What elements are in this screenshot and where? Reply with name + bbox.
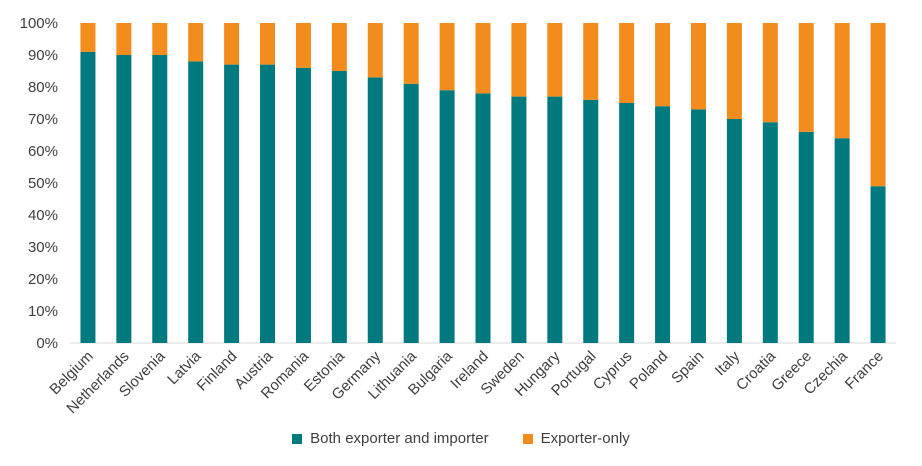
bar-both-exporter-importer xyxy=(116,55,132,343)
bar-exporter-only xyxy=(439,23,455,91)
bar-exporter-only xyxy=(619,23,635,103)
y-tick-label: 40% xyxy=(28,207,58,224)
bar-both-exporter-importer xyxy=(152,55,168,343)
y-tick-label: 10% xyxy=(28,303,58,320)
bar-exporter-only xyxy=(834,23,850,139)
bar-exporter-only xyxy=(583,23,599,100)
bar-both-exporter-importer xyxy=(834,138,850,343)
legend-label-exporter-only: Exporter-only xyxy=(540,430,630,447)
bar-exporter-only xyxy=(870,23,886,187)
y-tick-label: 100% xyxy=(20,15,58,32)
bar-both-exporter-importer xyxy=(547,96,563,343)
bar-exporter-only xyxy=(798,23,814,132)
bar-both-exporter-importer xyxy=(260,64,276,343)
y-tick-label: 20% xyxy=(28,271,58,288)
x-tick-label: Cyprus xyxy=(590,348,636,394)
bar-both-exporter-importer xyxy=(690,109,706,344)
bar-exporter-only xyxy=(152,23,168,55)
y-tick-label: 50% xyxy=(28,175,58,192)
bar-both-exporter-importer xyxy=(188,61,204,344)
legend: Both exporter and importer Exporter-only xyxy=(0,430,922,447)
bar-both-exporter-importer xyxy=(331,71,347,343)
y-tick-label: 90% xyxy=(28,47,58,64)
legend-item-both: Both exporter and importer xyxy=(292,430,489,447)
x-tick-label: France xyxy=(842,348,887,393)
y-tick-label: 30% xyxy=(28,239,58,256)
x-tick-label: Finland xyxy=(194,348,241,395)
bar-both-exporter-importer xyxy=(403,83,419,344)
bar-exporter-only xyxy=(224,23,240,65)
bar-both-exporter-importer xyxy=(295,67,311,344)
bar-exporter-only xyxy=(547,23,563,97)
bar-exporter-only xyxy=(511,23,527,97)
y-tick-label: 0% xyxy=(36,335,58,352)
legend-swatch-both xyxy=(292,433,303,444)
bar-exporter-only xyxy=(762,23,778,123)
bar-both-exporter-importer xyxy=(798,131,814,343)
bar-exporter-only xyxy=(726,23,742,119)
bar-exporter-only xyxy=(188,23,204,62)
bar-both-exporter-importer xyxy=(762,122,778,343)
legend-item-exporter-only: Exporter-only xyxy=(522,430,630,447)
bar-exporter-only xyxy=(475,23,491,94)
x-tick-label: Poland xyxy=(626,348,671,393)
bar-exporter-only xyxy=(403,23,419,84)
bar-exporter-only xyxy=(80,23,96,52)
legend-label-both: Both exporter and importer xyxy=(310,430,489,447)
bar-exporter-only xyxy=(367,23,383,78)
bar-exporter-only xyxy=(116,23,132,55)
bar-both-exporter-importer xyxy=(511,96,527,343)
bar-exporter-only xyxy=(655,23,671,107)
y-tick-label: 60% xyxy=(28,143,58,160)
bar-both-exporter-importer xyxy=(870,186,886,343)
bar-exporter-only xyxy=(260,23,276,65)
stacked-bar-chart: 0%10%20%30%40%50%60%70%80%90%100%Belgium… xyxy=(20,15,896,417)
bar-exporter-only xyxy=(295,23,311,68)
bar-both-exporter-importer xyxy=(583,99,599,343)
bar-both-exporter-importer xyxy=(439,90,455,343)
x-tick-label: Spain xyxy=(668,348,707,387)
y-tick-label: 80% xyxy=(28,79,58,96)
bar-exporter-only xyxy=(331,23,347,71)
bar-both-exporter-importer xyxy=(475,93,491,344)
y-tick-label: 70% xyxy=(28,111,58,128)
bar-exporter-only xyxy=(690,23,706,110)
bar-both-exporter-importer xyxy=(655,106,671,343)
legend-swatch-exporter-only xyxy=(522,433,533,444)
bar-both-exporter-importer xyxy=(224,64,240,343)
bar-both-exporter-importer xyxy=(619,103,635,343)
x-tick-label: Italy xyxy=(712,347,744,379)
bar-both-exporter-importer xyxy=(367,77,383,344)
bar-both-exporter-importer xyxy=(80,51,96,344)
bar-both-exporter-importer xyxy=(726,119,742,343)
